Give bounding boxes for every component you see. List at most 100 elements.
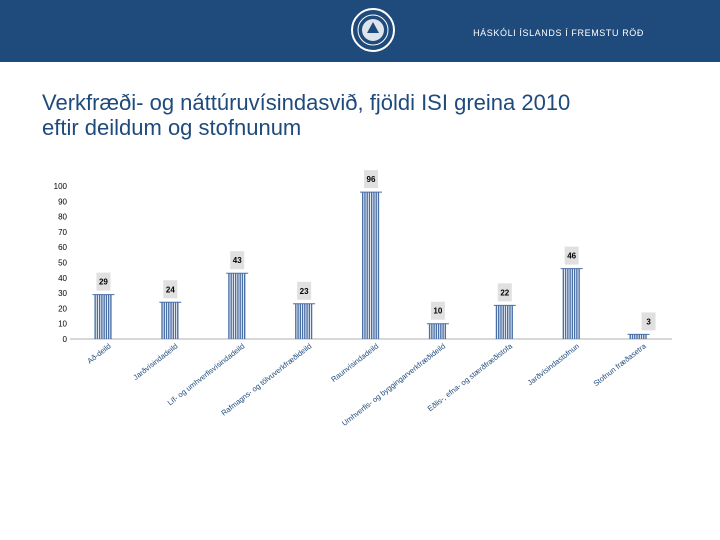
data-label: 3 xyxy=(646,317,651,326)
bar-stripe xyxy=(504,305,507,339)
bar-stripe xyxy=(172,302,174,339)
y-tick-label: 40 xyxy=(58,274,67,283)
bar-stripe xyxy=(364,192,366,339)
bar-stripe xyxy=(161,302,163,339)
bar-stripe xyxy=(640,334,643,339)
bar-stripe xyxy=(433,323,435,339)
bar xyxy=(562,268,580,339)
bar-stripe xyxy=(362,192,364,339)
y-tick-label: 70 xyxy=(58,228,67,237)
bar-stripe xyxy=(297,303,299,339)
title-line-2: eftir deildum og stofnunum xyxy=(42,115,302,140)
bar-stripe xyxy=(428,323,431,339)
bar-stripe xyxy=(437,323,440,339)
category-label: Stofnun fræðasetra xyxy=(592,341,649,388)
bar-stripe xyxy=(230,273,232,339)
bar-stripe xyxy=(105,294,108,339)
bar xyxy=(629,334,647,339)
y-tick-label: 90 xyxy=(58,197,67,206)
bar-stripe xyxy=(442,323,444,339)
bar-stripe xyxy=(301,303,304,339)
bar-stripe xyxy=(94,294,96,339)
bar-stripe xyxy=(562,268,565,339)
data-label-box xyxy=(163,280,178,299)
bar-stripe xyxy=(107,294,110,339)
bar-stripe xyxy=(636,334,638,339)
bar-stripe xyxy=(170,302,172,339)
bar-stripe xyxy=(578,268,580,339)
bar-stripe xyxy=(368,192,371,339)
bar-stripe xyxy=(576,268,578,339)
bar xyxy=(295,303,313,339)
bar xyxy=(161,302,179,339)
category-label: Að-deild xyxy=(85,341,112,365)
data-label: 46 xyxy=(567,252,576,261)
bar-stripe xyxy=(101,294,103,339)
bar-stripe xyxy=(174,302,177,339)
bar-stripe xyxy=(440,323,442,339)
category-label: Jarðvísindastofnun xyxy=(526,341,581,387)
bar-stripe xyxy=(573,268,576,339)
bar-stripe xyxy=(634,334,636,339)
bar-stripe xyxy=(98,294,101,339)
bar-stripe xyxy=(500,305,502,339)
university-seal-icon xyxy=(351,8,395,52)
data-label-box xyxy=(297,281,312,300)
data-label-box xyxy=(497,283,512,302)
bar xyxy=(228,273,246,339)
y-tick-label: 20 xyxy=(58,304,67,313)
bar xyxy=(94,294,112,339)
data-label-box xyxy=(430,301,445,320)
bar-stripe xyxy=(110,294,112,339)
bar-stripe xyxy=(564,268,567,339)
category-label: Raunvísindadeild xyxy=(329,341,380,384)
data-label: 43 xyxy=(233,256,242,265)
bar xyxy=(362,192,380,339)
bar-stripe xyxy=(371,192,373,339)
bar-chart: 0 10 20 30 40 50 60 70 80 90 100 29 Að-deild 24 Jarðví… xyxy=(54,170,672,428)
bar-stripe xyxy=(631,334,634,339)
bar-stripe xyxy=(435,323,438,339)
bar-stripe xyxy=(502,305,504,339)
bar-stripe xyxy=(638,334,640,339)
bar-stripe xyxy=(165,302,168,339)
data-label: 96 xyxy=(367,175,376,184)
data-label: 10 xyxy=(433,307,442,316)
bar-stripe xyxy=(645,334,647,339)
header-bar: HÁSKÓLI ÍSLANDS Í FREMSTU RÖÐ xyxy=(0,0,720,62)
bar-stripe xyxy=(629,334,631,339)
bar-stripe xyxy=(310,303,313,339)
bar-stripe xyxy=(509,305,511,339)
bar xyxy=(495,305,513,339)
y-tick-label: 80 xyxy=(58,213,67,222)
y-tick-label: 60 xyxy=(58,243,67,252)
bar-stripe xyxy=(228,273,230,339)
data-label: 23 xyxy=(300,287,309,296)
data-label-box xyxy=(364,170,378,189)
bar-stripe xyxy=(96,294,99,339)
bar-stripe xyxy=(643,334,645,339)
category-label: Umhverfis- og byggingarverkfræðideild xyxy=(340,341,447,427)
bar-stripe xyxy=(511,305,513,339)
y-tick-label: 30 xyxy=(58,289,67,298)
category-label: Jarðvísindadeild xyxy=(131,341,179,381)
data-label-box xyxy=(230,251,245,270)
bar-stripe xyxy=(237,273,239,339)
bar-stripe xyxy=(373,192,375,339)
page-title: Verkfræði- og náttúruvísindasvið, fjöldi… xyxy=(42,90,702,140)
bar xyxy=(428,323,447,339)
data-label: 24 xyxy=(166,285,175,294)
data-label-box xyxy=(96,272,111,291)
bar-stripe xyxy=(507,305,509,339)
data-label-box xyxy=(564,246,579,265)
bar-stripe xyxy=(366,192,368,339)
bar-stripe xyxy=(103,294,105,339)
header-tagline: HÁSKÓLI ÍSLANDS Í FREMSTU RÖÐ xyxy=(473,28,644,38)
category-label: Líf- og umhverfisvísindadeild xyxy=(166,341,247,407)
data-label-box xyxy=(641,312,656,331)
y-tick-label: 10 xyxy=(58,320,67,329)
bar-stripe xyxy=(239,273,241,339)
bar-stripe xyxy=(234,273,237,339)
bar-stripe xyxy=(295,303,297,339)
bar-stripe xyxy=(306,303,308,339)
